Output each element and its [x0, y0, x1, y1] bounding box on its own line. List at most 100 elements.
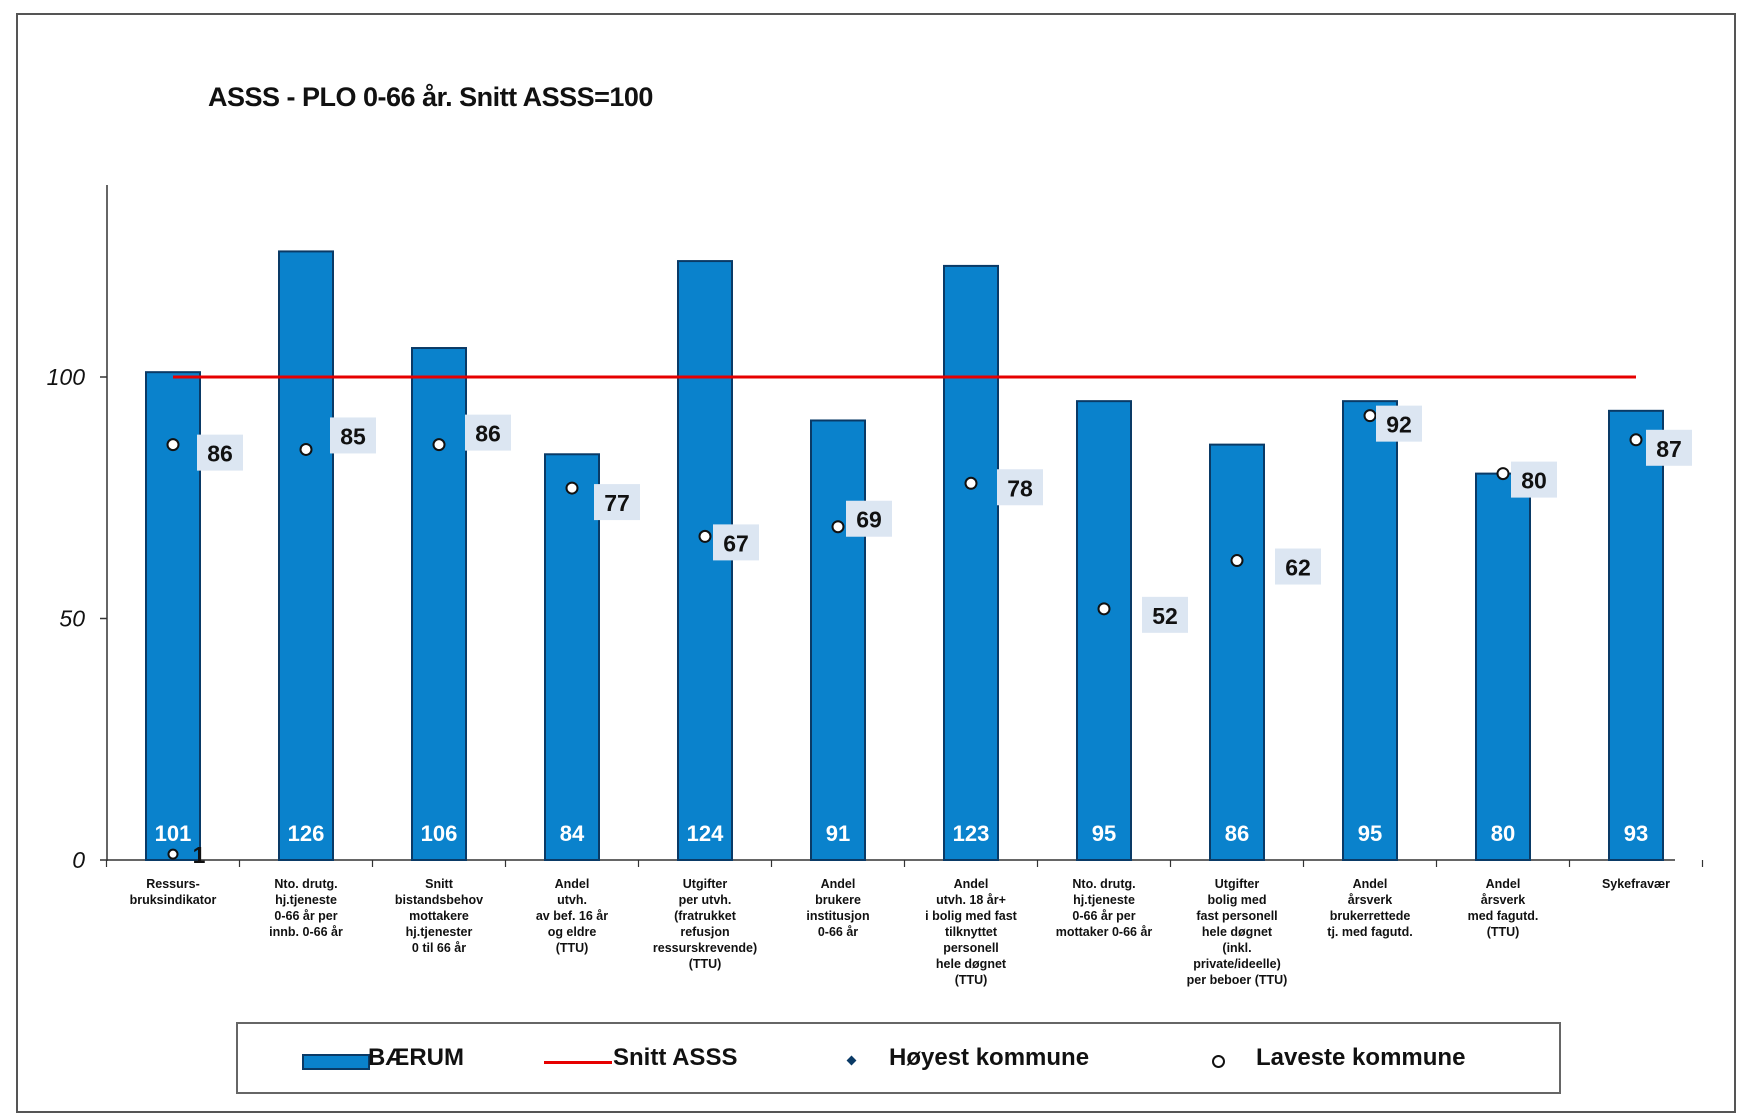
legend-bar-swatch — [302, 1054, 370, 1070]
x-category-label: Nto. drutg. hj.tjeneste 0-66 år per innb. 0… — [269, 877, 343, 939]
x-category-label-line: Andel — [1353, 877, 1388, 891]
x-category-label-line: institusjon — [806, 909, 869, 923]
laveste-kommune-label: 77 — [604, 490, 630, 516]
x-category-label-line: hele døgnet — [936, 957, 1007, 971]
x-category-label: Snitt bistandsbehov mottakere hj.tjenester 0… — [395, 877, 483, 955]
bar-value-label: 123 — [953, 821, 990, 846]
x-category-label-line: hele døgnet — [1202, 925, 1273, 939]
x-category-label-line: Nto. drutg. — [274, 877, 337, 891]
legend-circle-marker — [1212, 1055, 1225, 1068]
x-category-label-line: bruksindikator — [130, 893, 217, 907]
x-category-label-line: Andel — [555, 877, 590, 891]
laveste-kommune-marker — [1097, 602, 1111, 616]
laveste-kommune-marker — [831, 520, 845, 534]
bar-value-label: 95 — [1092, 821, 1116, 846]
bar-value-label: 126 — [288, 821, 325, 846]
laveste-kommune-label: 67 — [723, 530, 749, 556]
laveste-kommune-marker — [299, 442, 313, 456]
laveste-kommune-label-bg — [330, 417, 376, 454]
x-category-label-line: (inkl. — [1222, 941, 1251, 955]
x-category-label-line: tilknyttet — [945, 925, 998, 939]
bar-value-label-bg — [546, 812, 598, 852]
x-category-label-line: 0-66 år — [818, 925, 858, 939]
laveste-kommune-marker — [565, 481, 579, 495]
x-category-label: Utgifter bolig med fast personell hele døgn… — [1187, 877, 1288, 987]
laveste-kommune-label-bg — [997, 469, 1043, 506]
bar — [1608, 409, 1664, 861]
x-category-label: Andel brukere institusjon 0-66 år — [806, 877, 869, 939]
x-category-label: Ressurs-bruksindikator — [130, 877, 217, 907]
laveste-kommune-label-bg — [1275, 548, 1321, 585]
laveste-kommune-marker — [1629, 433, 1643, 447]
x-category-label-line: per beboer (TTU) — [1187, 973, 1288, 987]
x-category-label: Andel utvh. av bef. 16 år og eldre (TTU) — [536, 877, 608, 955]
x-category-label-line: av bef. 16 år — [536, 909, 608, 923]
bar-value-label-bg — [1610, 812, 1662, 852]
laveste-kommune-marker — [1496, 467, 1510, 481]
bar-value-label: 91 — [826, 821, 850, 846]
x-category-label-line: 0-66 år per — [1072, 909, 1135, 923]
laveste-kommune-marker — [698, 529, 712, 543]
laveste-kommune-label: 92 — [1386, 412, 1412, 438]
x-category-label-line: hj.tjeneste — [1073, 893, 1135, 907]
bar — [1209, 443, 1265, 861]
x-category-label-line: per utvh. — [679, 893, 732, 907]
x-category-label-line: med fagutd. — [1468, 909, 1539, 923]
x-category-label-line: (TTU) — [955, 973, 988, 987]
x-category-label-line: ressurskrevende) — [653, 941, 757, 955]
bar-value-label-bg — [1344, 812, 1396, 852]
bar — [544, 453, 600, 861]
bar-value-label: 86 — [1225, 821, 1249, 846]
x-category-label-line: hj.tjenester — [406, 925, 473, 939]
x-category-label-line: private/ideelle) — [1193, 957, 1281, 971]
x-category-label-line: innb. 0-66 år — [269, 925, 343, 939]
x-category-label-line: (fratrukket — [674, 909, 737, 923]
legend-label-laveste: Laveste kommune — [1256, 1044, 1466, 1071]
laveste-kommune-label-bg — [465, 414, 511, 451]
x-category-label-line: årsverk — [1481, 893, 1526, 907]
x-category-label-line: utvh. 18 år+ — [936, 893, 1006, 907]
y-tick-label: 0 — [72, 847, 85, 873]
x-category-label-line: bistandsbehov — [395, 893, 483, 907]
x-category-label-line: brukere — [815, 893, 861, 907]
x-category-label-line: Snitt — [425, 877, 454, 891]
bar — [1342, 400, 1398, 861]
legend-diamond-marker — [846, 1055, 857, 1066]
x-category-label-line: personell — [943, 941, 999, 955]
x-category-label-line: refusjon — [680, 925, 729, 939]
bar-value-label-bg — [1211, 812, 1263, 852]
x-category-label-line: årsverk — [1348, 893, 1393, 907]
legend-label-snitt: Snitt ASSS — [613, 1044, 738, 1071]
bar-value-label: 80 — [1491, 821, 1515, 846]
x-category-label-line: brukerrettede — [1330, 909, 1411, 923]
legend: BÆRUM Snitt ASSS Høyest kommune Laveste … — [236, 1022, 1561, 1094]
x-category-label: Utgifter per utvh. (fratrukket refusjon ress… — [653, 877, 757, 971]
laveste-kommune-label: 52 — [1152, 603, 1178, 629]
bar — [1475, 472, 1531, 861]
laveste-kommune-label: 62 — [1285, 555, 1311, 581]
x-category-label-line: og eldre — [548, 925, 597, 939]
laveste-kommune-label-bg — [197, 434, 243, 471]
x-category-label-line: (TTU) — [1487, 925, 1520, 939]
bar — [810, 419, 866, 861]
laveste-kommune-label-bg — [1511, 461, 1557, 498]
laveste-kommune-marker — [166, 438, 180, 452]
bar-value-label: 95 — [1358, 821, 1382, 846]
x-category-label-line: Nto. drutg. — [1072, 877, 1135, 891]
x-category-label-line: i bolig med fast — [925, 909, 1018, 923]
x-category-label-line: Ressurs- — [146, 877, 200, 891]
laveste-kommune-label: 78 — [1007, 475, 1033, 501]
x-category-label-line: fast personell — [1196, 909, 1277, 923]
bar — [411, 347, 467, 861]
x-category-label-line: hj.tjeneste — [275, 893, 337, 907]
x-category-label-line: Andel — [954, 877, 989, 891]
laveste-kommune-label-bg — [846, 500, 892, 537]
bar-value-label-bg — [147, 812, 199, 852]
x-category-label: Andel utvh. 18 år+ i bolig med fast tilknyt… — [925, 877, 1018, 987]
x-category-label-line: 0-66 år per — [274, 909, 337, 923]
x-category-label-line: (TTU) — [556, 941, 589, 955]
laveste-kommune-marker — [964, 476, 978, 490]
bar-value-label: 84 — [560, 821, 585, 846]
x-category-label-line: Andel — [821, 877, 856, 891]
